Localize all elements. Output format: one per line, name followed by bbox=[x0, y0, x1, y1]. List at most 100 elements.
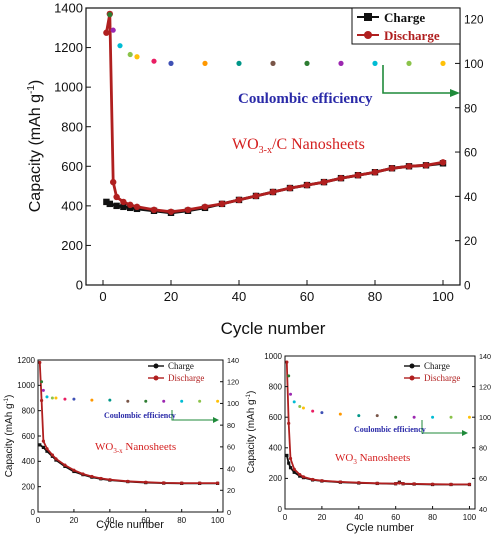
chart-left: 0 20 40 60 80 1000200400600800100012000204060… bbox=[4, 356, 239, 531]
right-xlabel: Cycle number bbox=[346, 522, 414, 534]
left-legend: Charge Discharge bbox=[148, 361, 204, 383]
right-ce-point bbox=[431, 415, 435, 419]
left-ce-point bbox=[198, 399, 202, 403]
right-ce-point bbox=[338, 412, 342, 416]
right-ce-arrow bbox=[421, 420, 468, 436]
main-discharge-point bbox=[127, 201, 134, 209]
right-ce-point bbox=[289, 392, 293, 396]
main-plot-frame bbox=[85, 7, 461, 286]
main-discharge-point bbox=[201, 203, 209, 211]
main-y-tick-label: 1200 bbox=[54, 40, 83, 55]
main-ce-arrow bbox=[382, 65, 460, 97]
right-discharge-point bbox=[430, 482, 435, 486]
main-legend-discharge-label: Discharge bbox=[384, 28, 440, 43]
chart-main: 0 20 40 60 80 1000200400600800100012001400020… bbox=[26, 1, 484, 338]
left-legend-discharge-label: Discharge bbox=[168, 373, 204, 383]
right-charge-point bbox=[287, 461, 291, 465]
right-discharge-point bbox=[467, 482, 472, 486]
main-discharge-point bbox=[320, 178, 328, 186]
left-ticks: 0 20 40 60 80 1000200400600800100012000204060… bbox=[17, 356, 239, 525]
main-discharge-point bbox=[120, 198, 127, 206]
main-discharge-point bbox=[252, 192, 260, 200]
right-y-tick-label: 0 bbox=[278, 505, 283, 514]
main-x-tick-label: 40 bbox=[232, 289, 246, 304]
left-discharge-point bbox=[38, 360, 42, 365]
main-ce-point bbox=[127, 51, 133, 58]
left-ce-point bbox=[45, 395, 49, 399]
left-discharge-point bbox=[90, 474, 94, 479]
left-discharge-point bbox=[180, 481, 184, 485]
main-y-tick-label: 0 bbox=[76, 278, 83, 293]
left-discharge-point bbox=[50, 453, 54, 457]
left-y2-tick-label: 100 bbox=[227, 399, 239, 408]
left-discharge-point bbox=[126, 479, 130, 483]
right-ce-point bbox=[449, 415, 453, 419]
main-ce-label: Coulombic efficiency bbox=[238, 91, 373, 107]
left-y2-tick-label: 80 bbox=[227, 421, 235, 430]
main-ce-point bbox=[151, 58, 157, 64]
main-ce-point bbox=[110, 27, 116, 33]
main-x-tick-label: 100 bbox=[432, 289, 454, 304]
right-discharge-point bbox=[301, 475, 306, 479]
main-x-tick-label: 60 bbox=[300, 289, 314, 304]
left-y2-tick-label: 40 bbox=[227, 464, 235, 473]
main-xlabel: Cycle number bbox=[221, 319, 326, 338]
right-x-tick-label: 20 bbox=[317, 513, 326, 522]
right-discharge-point bbox=[320, 479, 324, 483]
right-legend-discharge-label: Discharge bbox=[424, 373, 460, 383]
left-marks bbox=[38, 360, 220, 485]
left-y-tick-label: 600 bbox=[22, 432, 36, 441]
left-discharge-point bbox=[63, 463, 67, 467]
right-ce-point bbox=[467, 415, 471, 419]
main-discharge-point bbox=[235, 196, 243, 204]
left-y-tick-label: 800 bbox=[22, 406, 36, 415]
right-x-tick-label: 100 bbox=[463, 513, 477, 522]
main-ce-point bbox=[202, 60, 208, 66]
main-discharge-point bbox=[286, 184, 294, 192]
main-ce-point bbox=[270, 60, 276, 66]
left-ce-point bbox=[108, 398, 112, 402]
left-ce-point bbox=[72, 397, 76, 401]
left-discharge-point bbox=[81, 472, 85, 476]
left-ce-arrow bbox=[171, 410, 219, 423]
right-legend-charge-label: Charge bbox=[424, 361, 450, 371]
right-ce-point bbox=[412, 415, 416, 419]
main-y2-tick-label: 20 bbox=[464, 235, 478, 248]
main-discharge-point bbox=[184, 206, 192, 214]
main-y-tick-label: 1000 bbox=[54, 80, 83, 95]
main-ylabel: Capacity (mAh g-1) bbox=[26, 80, 44, 213]
main-discharge-point bbox=[150, 206, 158, 214]
main-y2-tick-label: 80 bbox=[464, 102, 478, 115]
right-x-tick-label: 80 bbox=[428, 513, 437, 522]
main-legend-charge-marker bbox=[364, 13, 372, 21]
left-x-tick-label: 100 bbox=[211, 516, 225, 525]
right-y2-tick-label: 40 bbox=[479, 505, 487, 514]
right-y2-tick-label: 120 bbox=[479, 382, 491, 391]
right-ce-point bbox=[311, 409, 315, 413]
left-y2-tick-label: 120 bbox=[227, 378, 239, 387]
left-x-tick-label: 0 bbox=[36, 516, 41, 525]
left-ce-point bbox=[126, 399, 130, 403]
right-legend: Charge Discharge bbox=[404, 361, 460, 383]
right-title: WO3 Nanosheets bbox=[335, 452, 410, 466]
main-title: WO3-x/C Nanosheets bbox=[232, 136, 365, 156]
right-y2-tick-label: 100 bbox=[479, 413, 491, 422]
left-discharge-point bbox=[45, 447, 49, 451]
main-discharge-point bbox=[439, 159, 447, 166]
left-title: WO3-x Nanosheets bbox=[95, 441, 176, 455]
left-ce-point bbox=[162, 399, 166, 403]
main-discharge-point bbox=[422, 162, 430, 169]
main-y-tick-label: 800 bbox=[61, 119, 83, 134]
main-ce-point bbox=[236, 60, 242, 66]
left-y-tick-label: 200 bbox=[22, 482, 36, 491]
left-ce-point bbox=[50, 396, 54, 400]
left-charge-point bbox=[38, 443, 42, 447]
left-ylabel: Capacity (mAh g-1) bbox=[4, 395, 15, 478]
right-ce-point bbox=[298, 404, 302, 408]
right-y-tick-label: 1000 bbox=[264, 352, 282, 361]
main-discharge-point bbox=[405, 163, 413, 170]
left-ce-point bbox=[54, 396, 58, 400]
main-ce-point bbox=[372, 60, 378, 66]
right-discharge-point bbox=[298, 472, 302, 477]
main-y2-tick-label: 60 bbox=[464, 147, 478, 160]
